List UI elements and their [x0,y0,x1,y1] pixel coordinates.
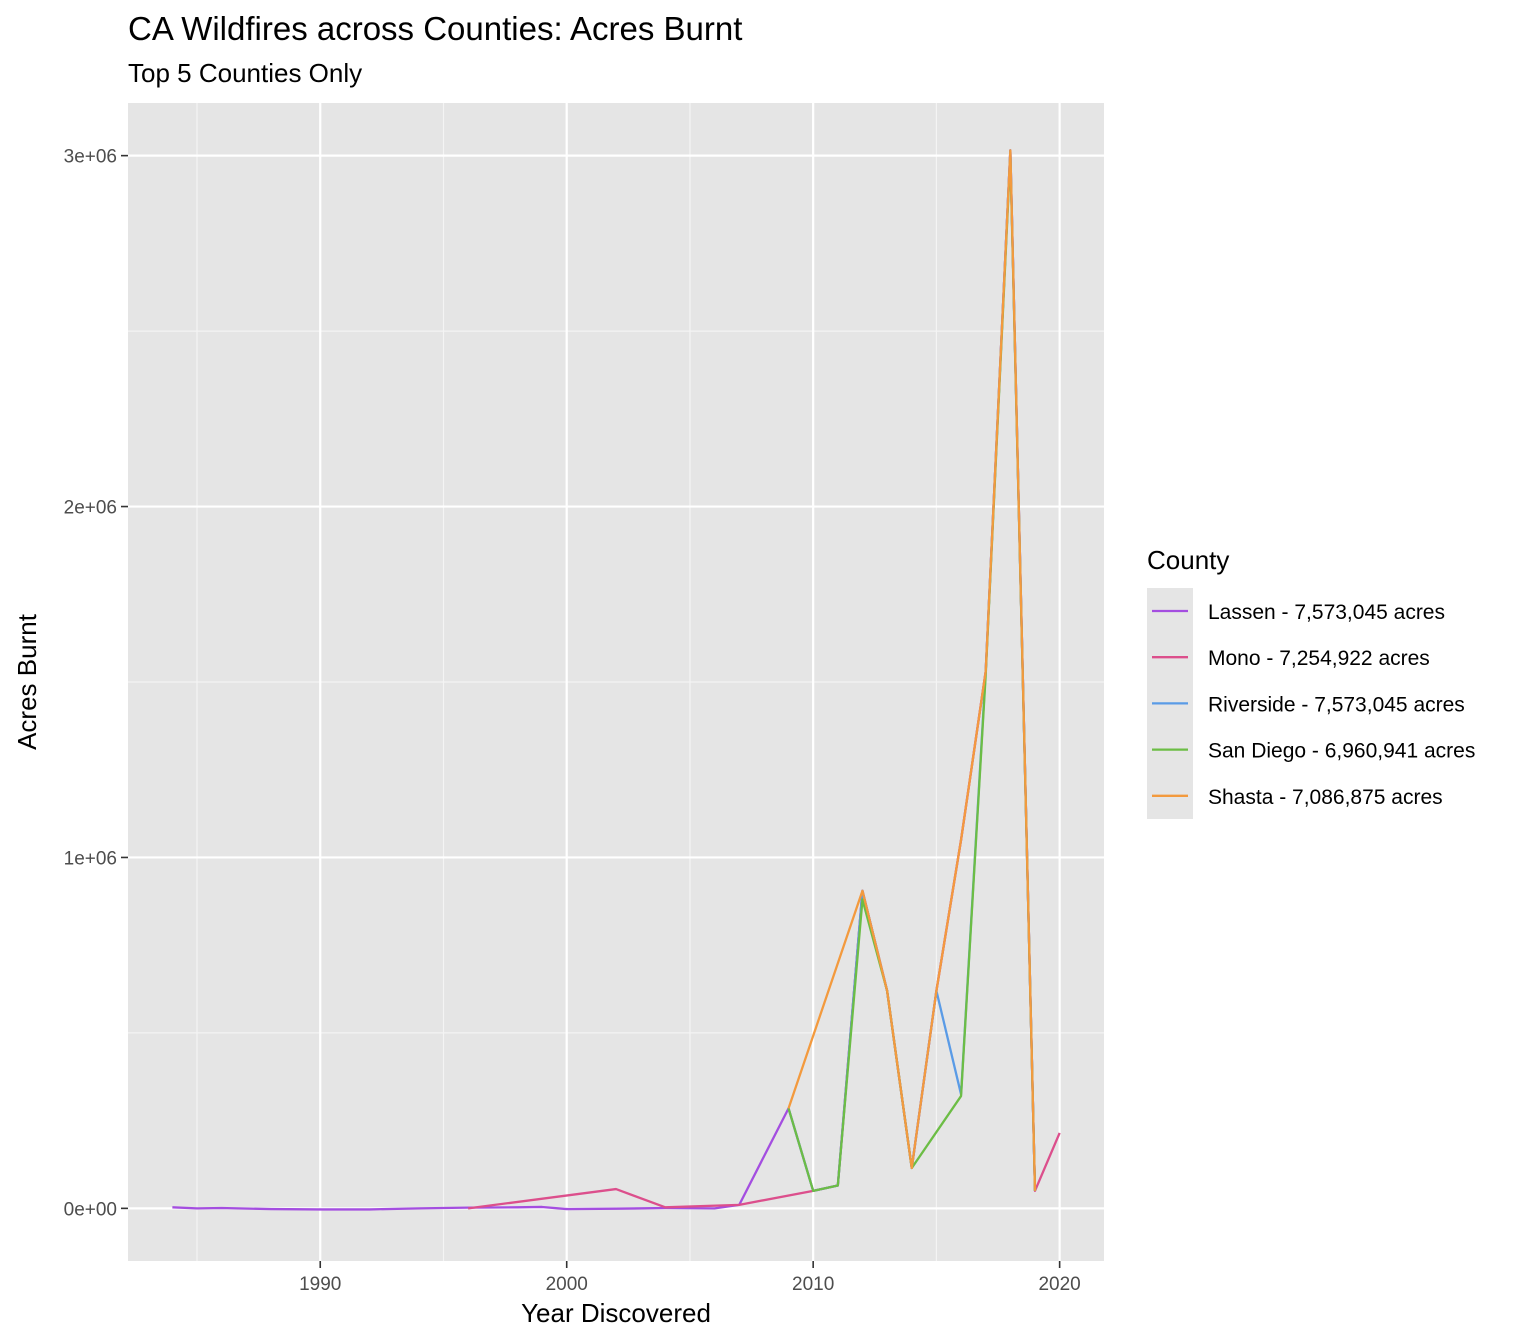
y-axis-title: Acres Burnt [12,613,42,750]
y-tick-label: 3e+06 [64,147,117,168]
x-axis-title: Year Discovered [521,1298,711,1328]
chart-title: CA Wildfires across Counties: Acres Burn… [128,10,742,47]
x-tick-label: 2000 [546,1274,588,1295]
legend-label: Mono - 7,254,922 acres [1208,647,1430,670]
legend-items: Lassen - 7,573,045 acres Mono - 7,254,922… [1152,601,1475,809]
legend-label: Riverside - 7,573,045 acres [1208,693,1465,716]
y-tick-label: 0e+00 [64,1199,117,1220]
major-gridlines [128,103,1104,1261]
x-axis: 1990 2000 2010 2020 [299,1261,1081,1295]
legend-label: Lassen - 7,573,045 acres [1208,601,1445,624]
legend: County Lassen - 7,573,045 acres Mono - 7,… [1147,545,1475,819]
y-tick-label: 1e+06 [64,848,117,869]
legend-title: County [1147,545,1229,575]
x-tick-label: 2020 [1038,1274,1080,1295]
legend-label: San Diego - 6,960,941 acres [1208,740,1475,763]
x-tick-label: 1990 [299,1274,341,1295]
legend-label: Shasta - 7,086,875 acres [1208,786,1443,809]
x-tick-label: 2010 [792,1274,834,1295]
y-axis: 0e+00 1e+06 2e+06 3e+06 [64,147,128,1220]
minor-gridlines [128,103,1104,1261]
y-tick-label: 2e+06 [64,498,117,519]
series-line [787,149,1037,1191]
chart-subtitle: Top 5 Counties Only [128,58,362,88]
series-lines [172,149,1061,1211]
